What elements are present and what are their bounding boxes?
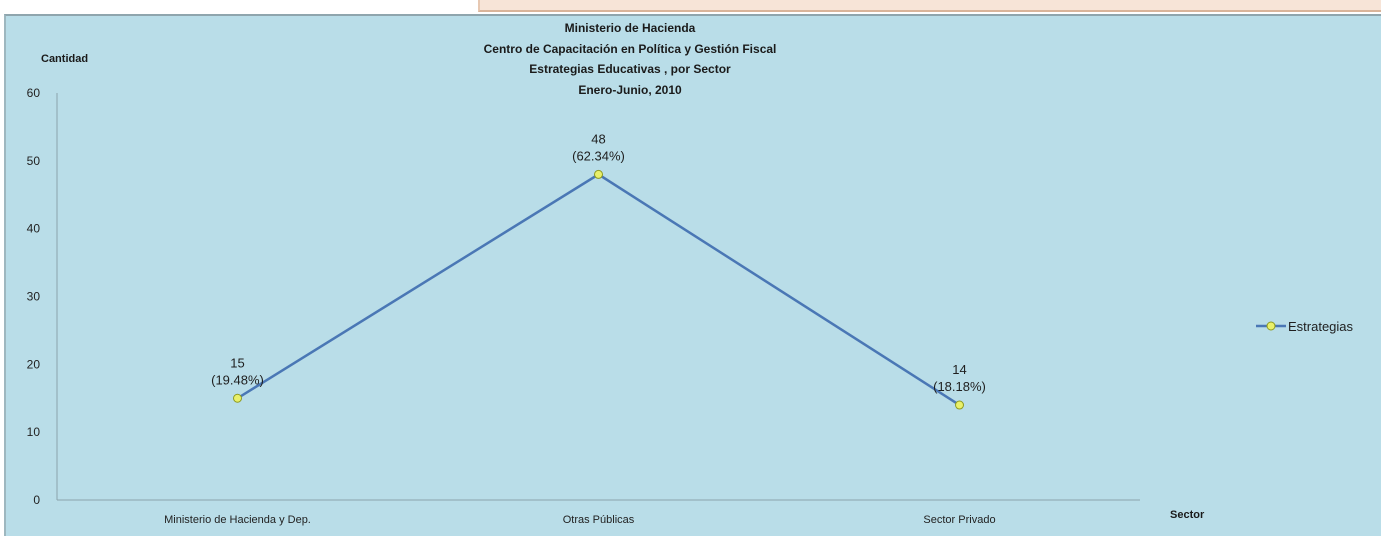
x-category-label: Otras Públicas xyxy=(563,514,635,526)
data-label-percent: (19.48%) xyxy=(211,372,264,387)
y-tick-label: 40 xyxy=(27,222,41,236)
data-label-value: 15 xyxy=(230,355,244,370)
y-tick-label: 10 xyxy=(27,425,41,439)
data-label-value: 48 xyxy=(591,131,605,146)
x-axis-title: Sector xyxy=(1170,509,1205,521)
y-tick-label: 0 xyxy=(33,493,40,507)
y-tick-label: 50 xyxy=(27,154,41,168)
legend-marker xyxy=(1266,321,1276,331)
y-tick-label: 30 xyxy=(27,290,41,304)
x-category-label: Ministerio de Hacienda y Dep. xyxy=(164,514,311,526)
data-label-percent: (18.18%) xyxy=(933,379,986,394)
y-tick-label: 20 xyxy=(27,357,41,371)
series-line xyxy=(236,172,961,407)
y-axis-title: Cantidad xyxy=(41,53,88,65)
data-label-percent: (62.34%) xyxy=(572,148,625,163)
top-panel-strip xyxy=(478,0,1381,12)
title-line-1: Ministerio de Hacienda xyxy=(565,21,696,35)
x-category-labels: Ministerio de Hacienda y Dep. Otras Públi… xyxy=(164,514,995,526)
legend: Estrategias xyxy=(1256,319,1354,334)
chart-area xyxy=(4,14,1381,536)
data-point xyxy=(233,393,242,403)
legend-label: Estrategias xyxy=(1288,319,1354,334)
title-line-4: Enero-Junio, 2010 xyxy=(578,83,682,97)
chart-title: Ministerio de Hacienda Centro de Capacit… xyxy=(484,21,777,97)
axes xyxy=(56,93,1140,501)
series-estrategias: 15 (19.48%) 48 (62.34%) 14 (18.18%) xyxy=(211,131,986,410)
data-point xyxy=(955,400,964,410)
data-point xyxy=(594,169,603,179)
title-line-3: Estrategias Educativas , por Sector xyxy=(529,62,731,76)
x-category-label: Sector Privado xyxy=(923,514,995,526)
data-label-value: 14 xyxy=(952,362,966,377)
title-line-2: Centro de Capacitación en Política y Ges… xyxy=(484,42,777,56)
y-tick-labels: 0 10 20 30 40 50 60 xyxy=(27,86,41,507)
y-tick-label: 60 xyxy=(27,86,41,100)
